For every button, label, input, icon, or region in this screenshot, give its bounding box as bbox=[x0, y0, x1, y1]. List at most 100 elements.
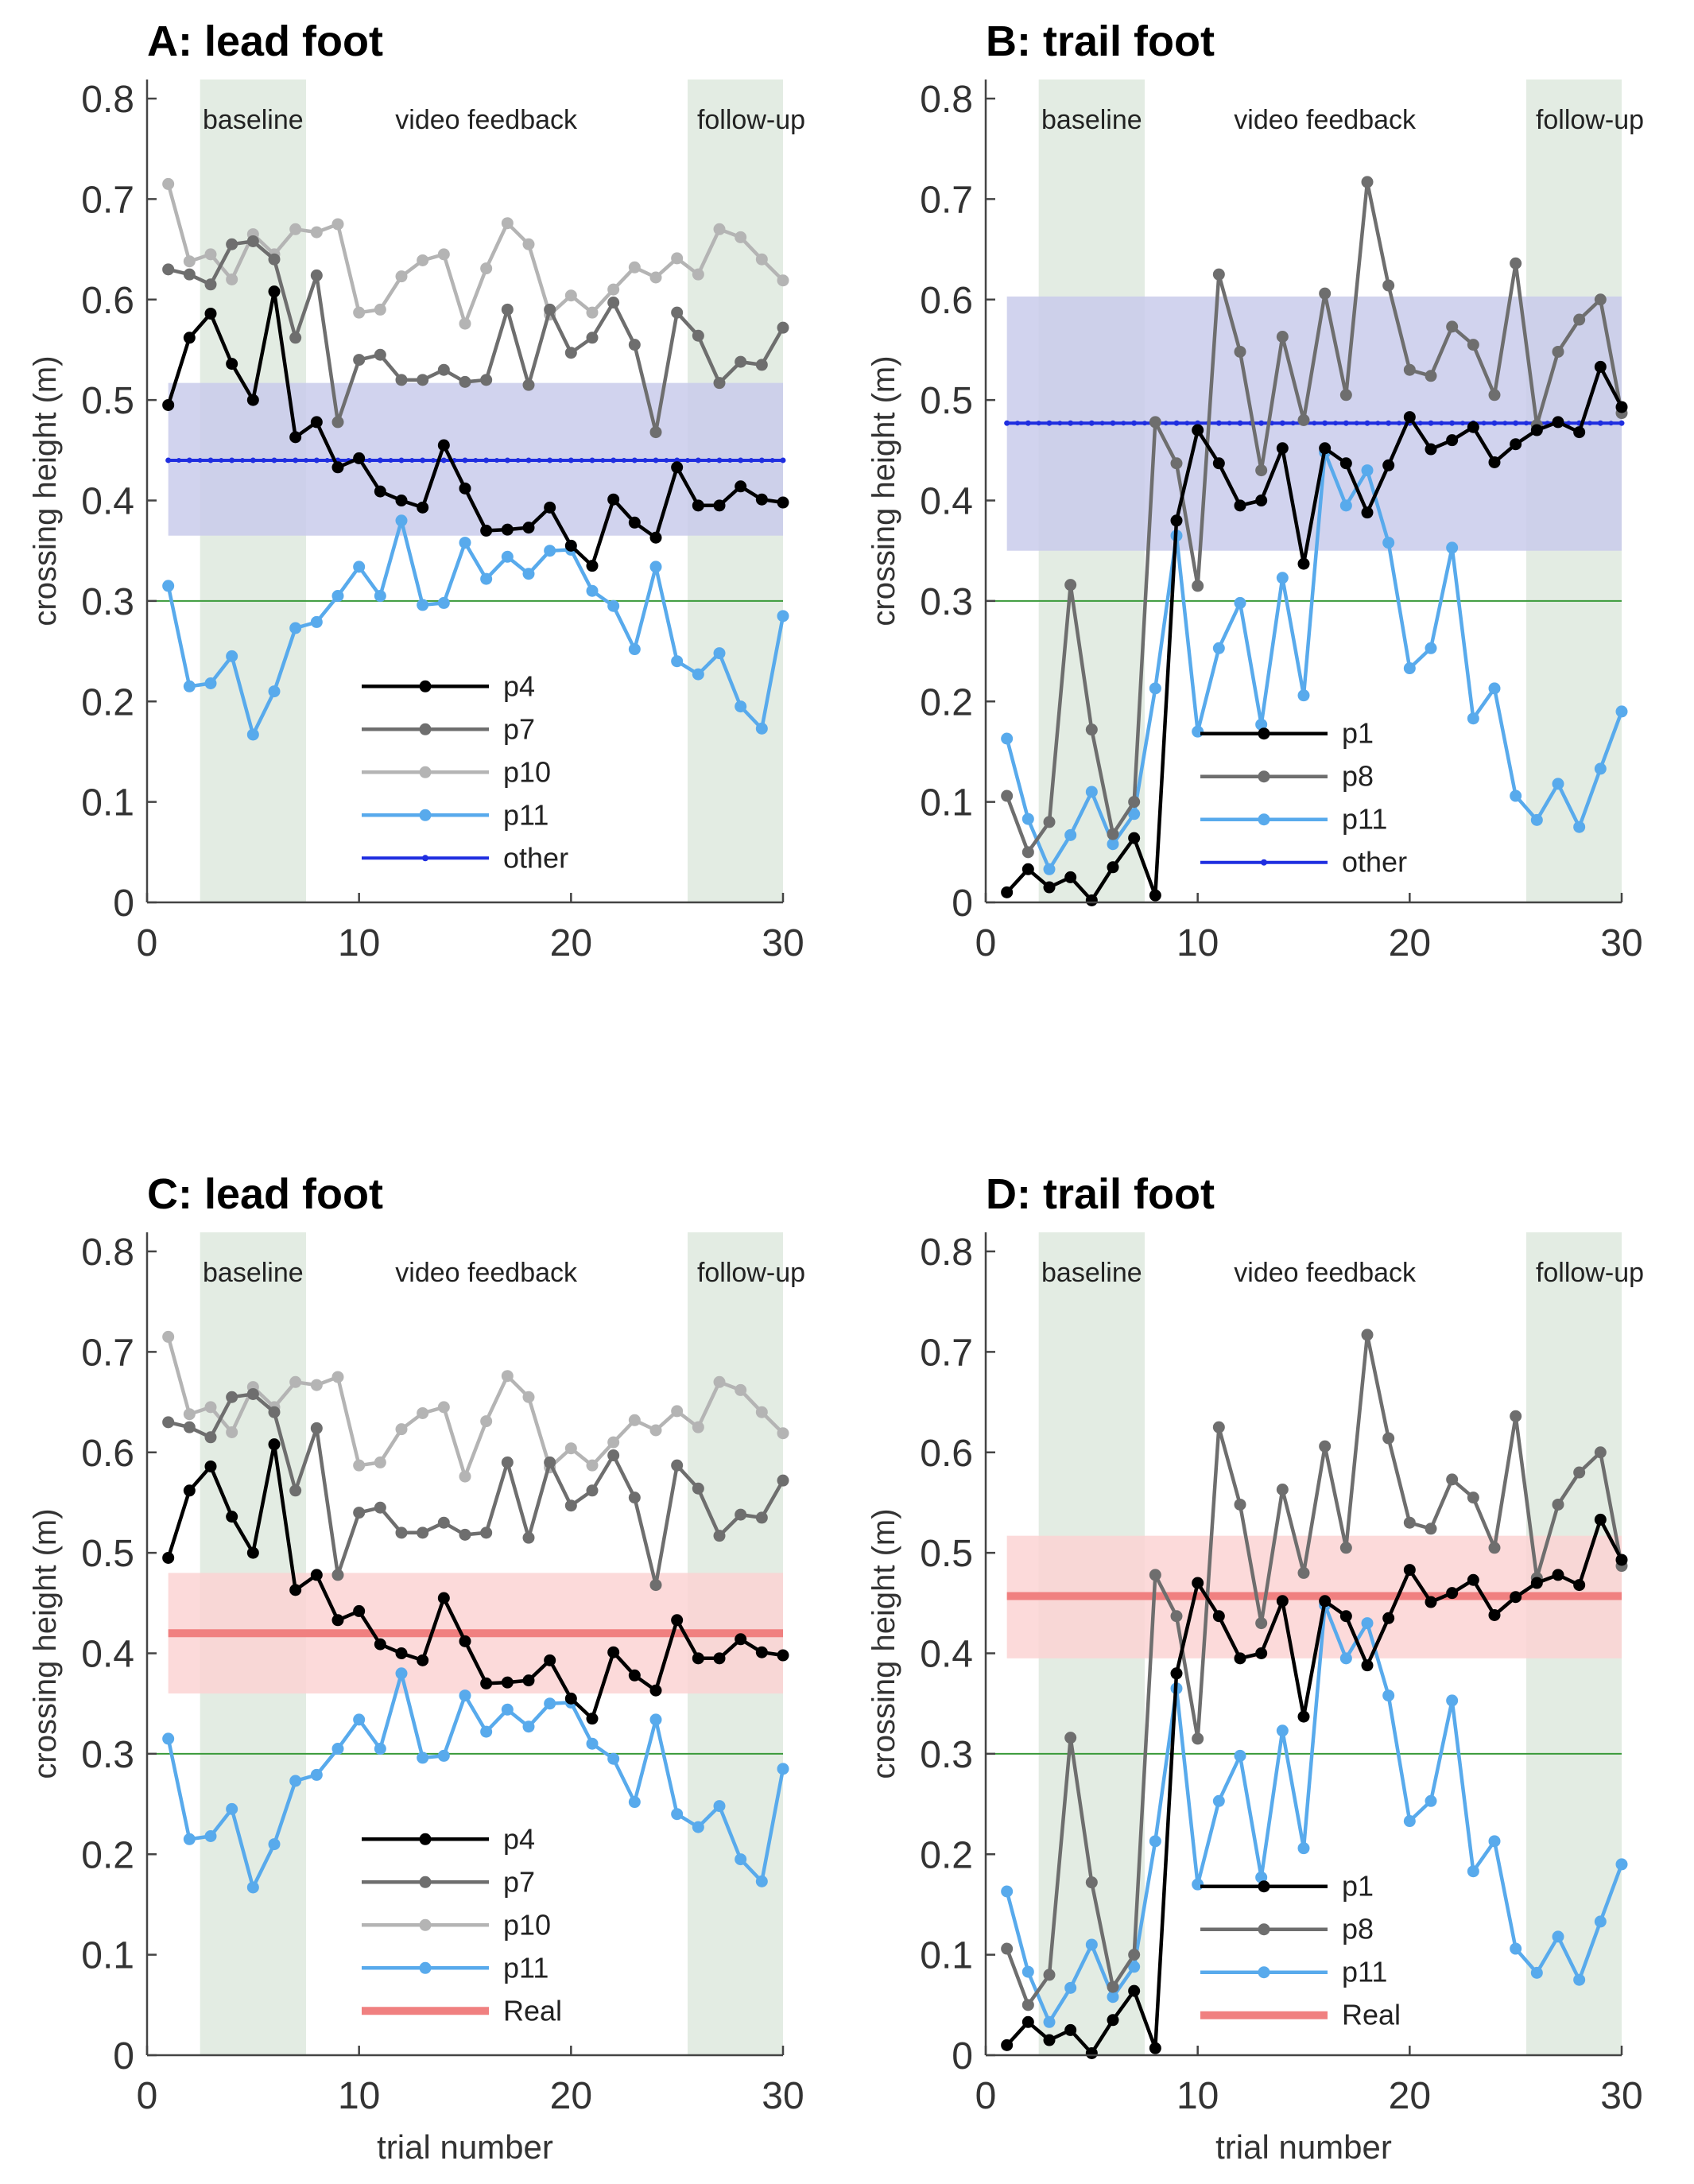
series-p8-point bbox=[1234, 1498, 1246, 1511]
series-p8-point bbox=[1446, 1473, 1459, 1486]
series-p1-point bbox=[1297, 557, 1310, 570]
series-p7-point bbox=[374, 1501, 386, 1514]
series-p8-point bbox=[1128, 1949, 1141, 1961]
other-point bbox=[1036, 421, 1041, 426]
other-point bbox=[1375, 421, 1381, 426]
series-p11-point bbox=[395, 514, 408, 527]
other-point bbox=[642, 457, 648, 463]
series-p4-point bbox=[289, 1584, 302, 1596]
other-point bbox=[1110, 420, 1116, 426]
series-p1-point bbox=[1128, 832, 1141, 844]
y-tick-label: 0.6 bbox=[81, 1433, 134, 1475]
legend-marker bbox=[1258, 1880, 1270, 1893]
other-point bbox=[1290, 421, 1296, 426]
series-p11-point bbox=[1255, 1871, 1268, 1883]
other-point bbox=[483, 457, 490, 464]
series-p8-point bbox=[1361, 1329, 1374, 1341]
series-p8-point bbox=[1085, 723, 1098, 736]
series-p8-point bbox=[1297, 413, 1310, 426]
series-p11-point bbox=[289, 622, 302, 634]
series-p7-point bbox=[437, 1516, 450, 1529]
series-p8-point bbox=[1001, 1942, 1014, 1955]
series-p8-point bbox=[1107, 828, 1119, 840]
series-p7-point bbox=[437, 363, 450, 376]
legend-marker bbox=[1258, 770, 1270, 783]
series-p1-point bbox=[1530, 424, 1543, 436]
series-p11-point bbox=[417, 599, 429, 611]
other-point bbox=[1322, 420, 1328, 426]
series-p4-point bbox=[480, 524, 493, 537]
series-p4-point bbox=[310, 416, 323, 429]
series-p7-point bbox=[777, 1474, 789, 1487]
series-p11-point bbox=[1488, 1835, 1501, 1848]
series-p7-point bbox=[522, 378, 535, 391]
series-p1-point bbox=[1382, 1612, 1395, 1624]
series-p10-point bbox=[226, 273, 238, 285]
series-p11-point bbox=[331, 590, 344, 603]
series-p11-point bbox=[1064, 1981, 1077, 1994]
other-point bbox=[1397, 421, 1401, 426]
series-p7-point bbox=[395, 374, 408, 386]
series-p4-point bbox=[777, 1649, 789, 1662]
other-point bbox=[622, 457, 626, 463]
series-p1-point bbox=[1382, 459, 1395, 471]
series-p8-point bbox=[1212, 268, 1225, 281]
series-p4-point bbox=[353, 1604, 366, 1617]
legend-marker bbox=[419, 1918, 432, 1931]
phase-label: follow-up bbox=[697, 105, 805, 135]
series-p11-point bbox=[1573, 820, 1586, 833]
other-point bbox=[293, 457, 299, 464]
series-p8-point bbox=[1001, 789, 1014, 802]
series-p8-point bbox=[1319, 1440, 1332, 1453]
other-point bbox=[1215, 420, 1222, 426]
series-p1-point bbox=[1276, 1595, 1289, 1608]
series-p11-point bbox=[1276, 1724, 1289, 1737]
series-p7-point bbox=[268, 1406, 281, 1418]
other-point bbox=[1121, 421, 1126, 426]
other-point bbox=[1258, 420, 1265, 426]
y-tick-label: 0.5 bbox=[81, 380, 134, 422]
series-p1-point bbox=[1488, 1608, 1501, 1621]
series-p7-point bbox=[649, 1579, 662, 1592]
other-point bbox=[1354, 421, 1359, 426]
phase-label: baseline bbox=[203, 105, 304, 135]
series-p11-point bbox=[1488, 682, 1501, 695]
series-p1-point bbox=[1467, 421, 1479, 433]
legend-label: Real bbox=[503, 1994, 562, 2027]
legend-marker bbox=[1258, 1966, 1270, 1979]
series-p11-point bbox=[755, 722, 768, 735]
legend-label: p10 bbox=[503, 755, 551, 788]
series-p11-point bbox=[1530, 813, 1543, 826]
series-p7-point bbox=[607, 1449, 620, 1462]
series-p8-point bbox=[1234, 345, 1246, 358]
series-p11-point bbox=[289, 1775, 302, 1787]
series-p1-point bbox=[1594, 360, 1607, 373]
other-point bbox=[558, 457, 563, 463]
series-p4-point bbox=[522, 1674, 535, 1687]
series-p8-point bbox=[1043, 1969, 1056, 1981]
x-tick-label: 20 bbox=[1389, 2075, 1431, 2117]
y-tick-label: 0.1 bbox=[920, 1935, 973, 1977]
x-tick-label: 0 bbox=[975, 2075, 997, 2117]
series-p11-point bbox=[1573, 1973, 1586, 1986]
series-p11-point bbox=[1021, 813, 1034, 825]
series-p11-point bbox=[1149, 682, 1161, 695]
series-p10-point bbox=[459, 1470, 471, 1483]
other-point bbox=[1608, 421, 1614, 426]
other-point bbox=[653, 457, 659, 464]
series-p11-point bbox=[204, 677, 217, 690]
other-point bbox=[1513, 420, 1519, 426]
series-p10-point bbox=[310, 1379, 323, 1391]
series-p7-point bbox=[501, 303, 514, 316]
other-point bbox=[1460, 421, 1465, 426]
other-point bbox=[229, 457, 235, 464]
series-p10-point bbox=[607, 1436, 620, 1449]
series-p11-point bbox=[755, 1875, 768, 1887]
other-point bbox=[685, 457, 690, 463]
series-p10-point bbox=[628, 261, 641, 273]
y-tick-label: 0.6 bbox=[920, 1433, 973, 1475]
series-p10-point bbox=[417, 254, 429, 266]
y-axis-label: crossing height (m) bbox=[28, 1508, 63, 1779]
series-p11-point bbox=[1467, 1865, 1479, 1878]
series-p11-point bbox=[204, 1830, 217, 1843]
